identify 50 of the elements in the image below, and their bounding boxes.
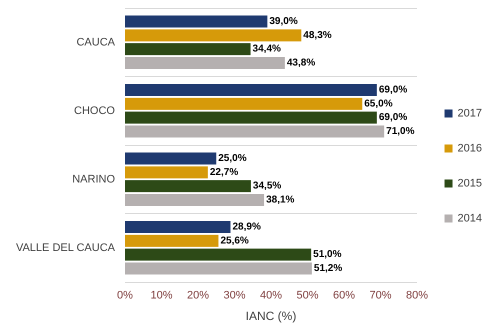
bar bbox=[125, 234, 218, 247]
x-tick-label: 60% bbox=[332, 290, 356, 302]
x-tick-label: 50% bbox=[296, 290, 319, 302]
bar bbox=[125, 221, 230, 234]
data-label: 34,4% bbox=[252, 44, 282, 55]
data-label: 38,1% bbox=[266, 194, 295, 206]
data-label: 22,7% bbox=[210, 166, 238, 178]
bar bbox=[125, 125, 384, 138]
data-label: 69,0% bbox=[378, 112, 408, 124]
data-label: 69,0% bbox=[378, 84, 408, 96]
bar bbox=[125, 152, 216, 165]
data-label: 51,0% bbox=[313, 249, 342, 260]
data-label: 25,6% bbox=[220, 235, 249, 246]
x-axis-title: IANC (%) bbox=[246, 309, 296, 323]
data-label: 43,8% bbox=[286, 57, 316, 68]
data-label: 34,5% bbox=[252, 180, 282, 192]
bar bbox=[125, 16, 268, 28]
legend-label: 2014 bbox=[458, 212, 482, 224]
y-tick-label: CAUCA bbox=[76, 36, 116, 48]
x-tick-label: 10% bbox=[150, 290, 173, 302]
bar bbox=[125, 43, 251, 56]
data-label: 25,0% bbox=[218, 153, 247, 164]
y-tick-label: CHOCO bbox=[74, 104, 116, 117]
x-tick-label: 70% bbox=[369, 290, 392, 302]
data-label: 28,9% bbox=[232, 222, 261, 233]
bar bbox=[125, 166, 208, 178]
y-tick-label: NARINO bbox=[72, 173, 116, 186]
data-label: 48,3% bbox=[303, 30, 332, 41]
bar bbox=[125, 98, 362, 110]
data-label: 39,0% bbox=[269, 16, 298, 28]
bar bbox=[125, 248, 312, 261]
legend-label: 2016 bbox=[458, 142, 482, 154]
data-label: 65,0% bbox=[364, 98, 393, 110]
bar bbox=[125, 194, 264, 206]
data-label: 71,0% bbox=[386, 126, 415, 137]
bar bbox=[125, 84, 377, 96]
x-tick-label: 40% bbox=[260, 290, 282, 302]
legend-label: 2017 bbox=[458, 108, 482, 120]
x-tick-label: 80% bbox=[406, 290, 428, 302]
bar bbox=[125, 112, 377, 124]
y-tick-label: VALLE DEL CAUCA bbox=[16, 242, 116, 254]
bar bbox=[125, 262, 312, 274]
bar bbox=[125, 56, 285, 69]
x-tick-label: 0% bbox=[117, 290, 134, 302]
x-tick-label: 20% bbox=[186, 290, 210, 302]
bar bbox=[125, 29, 302, 42]
bar bbox=[125, 180, 251, 192]
data-label: 51,2% bbox=[314, 262, 342, 274]
legend-label: 2015 bbox=[458, 178, 482, 190]
x-tick-label: 30% bbox=[223, 290, 246, 302]
